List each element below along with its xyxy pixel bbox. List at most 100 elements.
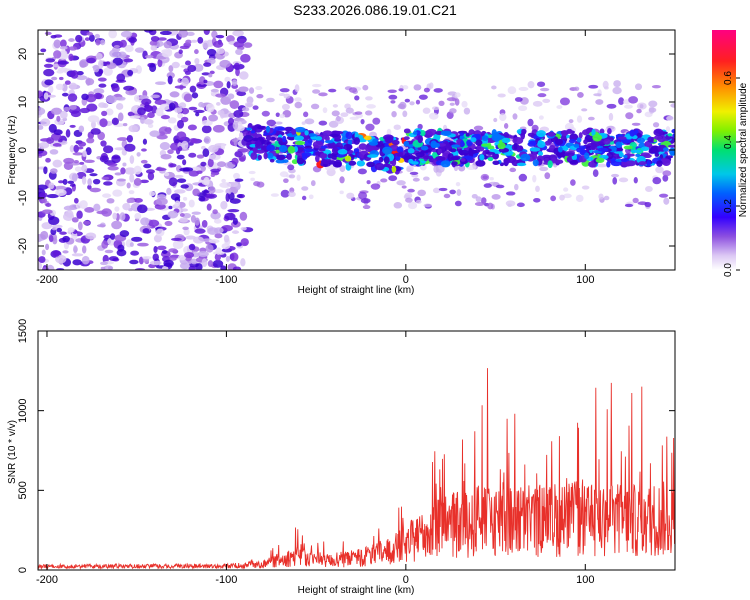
spectrogram-cell [75, 34, 83, 43]
spectrogram-cell [48, 234, 54, 243]
spectrogram-cell [663, 197, 670, 205]
spectrogram-cell [192, 188, 200, 197]
spectrogram-cell [74, 166, 83, 172]
spectrogram-cell [71, 173, 78, 182]
spectrogram-cell [163, 172, 170, 177]
spectrogram-cell [101, 240, 109, 249]
spectrogram-cell [266, 97, 275, 103]
spectrogram-cell [312, 83, 322, 88]
spectrogram-cell [114, 172, 122, 176]
spectrogram-cell [581, 185, 590, 190]
spectrogram-cell [320, 145, 328, 150]
spectrogram-cell [505, 200, 516, 207]
spectrogram-cell [354, 111, 363, 115]
spectrogram-cell [178, 49, 183, 55]
spectrogram-cell [346, 192, 355, 200]
spectrogram-cell [203, 62, 212, 67]
spectrogram-cell [147, 112, 155, 119]
spectrogram-cell [659, 193, 669, 198]
spectrogram-cell [393, 124, 401, 130]
spectrogram-cell [563, 187, 569, 192]
spectrogram-cell [168, 65, 174, 73]
spectrogram-cell [261, 110, 270, 117]
spectrogram-cell [624, 104, 633, 109]
spectrogram-cell [302, 153, 308, 161]
spectrogram-cells [38, 30, 675, 270]
spectrogram-cell [566, 128, 573, 134]
spectrogram-cell [174, 174, 184, 178]
spectrogram-cell [235, 48, 243, 56]
spectrogram-cell [43, 68, 55, 77]
spectrogram-cell [133, 165, 142, 175]
spectrogram-cell [188, 199, 195, 208]
spectrogram-cell [592, 169, 599, 178]
spectrogram-cell [161, 250, 168, 254]
spectrogram-cell [612, 86, 622, 95]
spectrogram-cell [669, 147, 675, 156]
spectrogram-cell [160, 153, 172, 160]
spectrogram-cell [636, 137, 646, 144]
spectrogram-cell [206, 203, 212, 211]
spectrogram-cell [65, 210, 74, 218]
spectrogram-cell [179, 212, 185, 217]
spectrogram-cell [667, 133, 673, 137]
spectrogram-cell [212, 40, 224, 48]
spectrogram-cell [358, 191, 368, 200]
spectrogram-cell [148, 191, 156, 197]
spectrogram-cell [417, 135, 424, 144]
spectrogram-cell [624, 203, 634, 208]
spectrogram-cell [103, 67, 113, 76]
spectrogram-cell [96, 224, 106, 228]
spectrogram-cell [363, 135, 372, 141]
spectrogram-cell [81, 176, 87, 185]
spectrogram-cell [332, 104, 338, 108]
spectrogram-cell [38, 107, 46, 116]
spectrogram-cell [142, 138, 148, 145]
spectrogram-cell [140, 217, 150, 226]
spectrogram-cell [652, 176, 662, 185]
spectrogram-cell [340, 112, 349, 117]
spectrogram-cell [265, 125, 271, 133]
spectrogram-cell [512, 113, 518, 120]
spectrogram-cell [294, 126, 306, 133]
spectrogram-cell [179, 167, 191, 172]
spectrogram-cell [123, 58, 134, 63]
spectrogram-cell [117, 51, 127, 59]
x-tick-label: -100 [215, 274, 237, 286]
spectrogram-cell [468, 147, 473, 156]
spectrogram-cell [315, 136, 323, 141]
spectrogram-cell [159, 142, 171, 151]
spectrogram-cell [63, 205, 75, 211]
spectrogram-cell [98, 102, 107, 108]
spectrogram-cell [221, 178, 226, 183]
spectrogram-cell [214, 233, 223, 239]
spectrogram-cell [90, 128, 101, 135]
spectrogram-cell [203, 79, 208, 84]
spectrogram-cell [243, 42, 253, 48]
spectrogram-cell [407, 188, 415, 193]
spectrogram-cell [415, 99, 421, 105]
spectrogram-cell [125, 89, 137, 96]
spectrogram-cell [55, 254, 67, 264]
spectrogram-cell [198, 76, 206, 85]
spectrogram-cell [569, 160, 579, 165]
spectrogram-cell [391, 110, 397, 118]
spectrogram-cell [365, 123, 375, 131]
spectrogram-cell [348, 150, 354, 154]
spectrogram-cell [102, 193, 112, 198]
spectrogram-cell [73, 144, 79, 153]
spectrogram-cell [52, 159, 63, 168]
spectrogram-cell [339, 190, 344, 195]
spectrogram-cell [200, 161, 207, 167]
spectrogram-cell [532, 100, 543, 107]
spectrogram-cell [51, 76, 58, 81]
spectrogram-cell [216, 161, 227, 168]
spectrogram-cell [423, 203, 432, 208]
spectrogram-cell [203, 30, 210, 36]
spectrogram-cell [308, 133, 316, 137]
spectrogram-cell [503, 123, 509, 129]
spectrogram-xlabel: Height of straight line (km) [298, 285, 415, 296]
spectrogram-cell [134, 47, 145, 53]
spectrogram-cell [147, 123, 154, 129]
